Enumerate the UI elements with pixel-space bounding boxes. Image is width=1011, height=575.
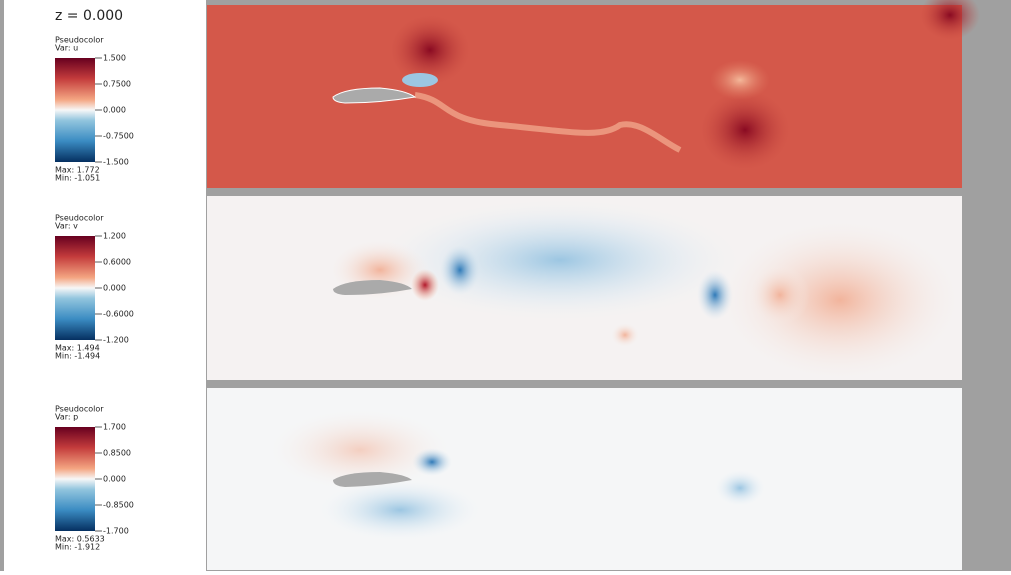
tick-label: -0.8500 <box>103 501 134 510</box>
page: z = 0.000 PseudocolorVar: u1.5000.75000.… <box>0 0 1011 575</box>
tick-label: 0.000 <box>103 106 126 115</box>
colorbar <box>55 236 95 340</box>
tick-label: 0.6000 <box>103 258 131 267</box>
legend-min: Min: -1.494 <box>55 352 100 361</box>
field-blob <box>380 200 740 320</box>
tick-label: -1.500 <box>103 158 129 167</box>
colorbar <box>55 427 95 531</box>
field-blob <box>697 270 733 320</box>
field-blob <box>715 470 765 506</box>
tick-label: 1.500 <box>103 54 126 63</box>
tick-label: -0.6000 <box>103 310 134 319</box>
tick-label: 0.000 <box>103 475 126 484</box>
field-blob <box>700 90 790 170</box>
screen: z = 0.000 PseudocolorVar: u1.5000.75000.… <box>0 0 1011 571</box>
legend-var: Var: p <box>55 413 78 422</box>
field-background <box>207 5 962 188</box>
field-blob <box>320 480 480 540</box>
tick-label: 1.200 <box>103 232 126 241</box>
field-blob <box>412 448 452 476</box>
legend-min: Min: -1.051 <box>55 174 100 183</box>
colorbar <box>55 58 95 162</box>
field-blob <box>750 265 810 325</box>
tick-label: -1.700 <box>103 527 129 536</box>
field-blob <box>611 323 639 347</box>
tick-label: 0.000 <box>103 284 126 293</box>
field-blob <box>710 60 770 100</box>
legend-var: Var: v <box>55 222 78 231</box>
tick-label: 1.700 <box>103 423 126 432</box>
time-label: z = 0.000 <box>55 8 123 24</box>
tick-label: -0.7500 <box>103 132 134 141</box>
legend-min: Min: -1.912 <box>55 543 100 552</box>
tick-label: 0.7500 <box>103 80 131 89</box>
field-blob <box>440 245 480 295</box>
field-blob <box>402 73 438 87</box>
v-field <box>207 196 962 380</box>
tick-label: 0.8500 <box>103 449 131 458</box>
u-field <box>207 0 980 188</box>
p-field <box>207 388 962 570</box>
legend-var: Var: u <box>55 44 78 53</box>
field-blob <box>411 269 439 301</box>
tick-label: -1.200 <box>103 336 129 345</box>
